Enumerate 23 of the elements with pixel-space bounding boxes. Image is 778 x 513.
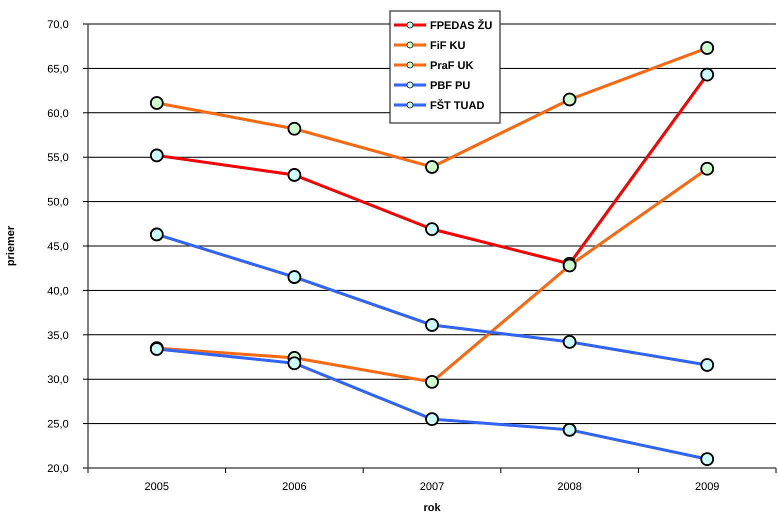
legend-label: FPEDAS ŽU — [430, 19, 492, 32]
y-tick-label: 50,0 — [47, 196, 69, 209]
y-tick-label: 20,0 — [47, 463, 69, 475]
x-tick-label: 2009 — [694, 481, 720, 493]
y-tick-label: 60,0 — [47, 108, 69, 120]
x-tick-label: 2005 — [144, 481, 170, 493]
x-axis-title: rok — [423, 502, 442, 513]
legend-label: FiF KU — [430, 40, 466, 52]
legend-label: FŠT TUAD — [430, 99, 484, 112]
y-tick-label: 55,0 — [47, 152, 69, 164]
y-tick-label: 45,0 — [47, 241, 69, 253]
y-tick-label: 35,0 — [47, 330, 69, 342]
x-tick-label: 2006 — [282, 481, 307, 493]
y-tick-label: 30,0 — [47, 374, 69, 386]
legend-label: PraF UK — [430, 60, 474, 72]
y-tick-label: 65,0 — [47, 63, 69, 76]
y-tick-label: 25,0 — [47, 418, 69, 431]
y-tick-label: 70,0 — [47, 19, 69, 31]
y-tick-label: 40,0 — [47, 285, 69, 298]
y-axis-title: priemer — [5, 225, 17, 266]
x-tick-label: 2007 — [420, 481, 444, 493]
legend-label: PBF PU — [430, 80, 470, 92]
x-tick-label: 2008 — [557, 481, 582, 493]
